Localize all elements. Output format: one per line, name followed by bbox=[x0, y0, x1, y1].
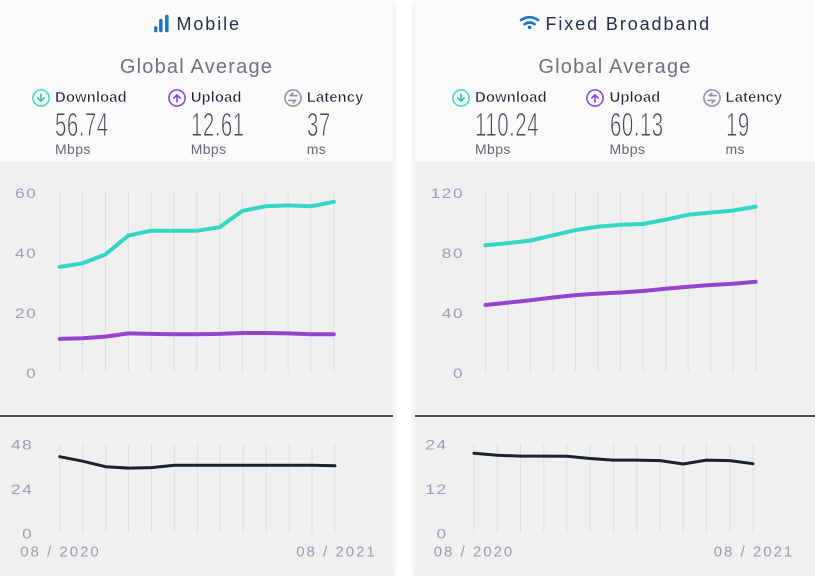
svg-text:08 / 2020: 08 / 2020 bbox=[434, 544, 515, 561]
svg-text:12: 12 bbox=[425, 483, 447, 498]
svg-text:20: 20 bbox=[15, 307, 37, 322]
svg-text:0: 0 bbox=[453, 367, 464, 382]
svg-text:0: 0 bbox=[22, 527, 33, 542]
svg-text:60: 60 bbox=[15, 187, 37, 202]
svg-text:24: 24 bbox=[11, 483, 33, 498]
svg-text:40: 40 bbox=[15, 247, 37, 262]
svg-text:0: 0 bbox=[436, 527, 447, 542]
svg-text:24: 24 bbox=[425, 438, 447, 453]
svg-text:08 / 2021: 08 / 2021 bbox=[714, 544, 795, 561]
svg-text:80: 80 bbox=[442, 247, 464, 262]
svg-text:08 / 2020: 08 / 2020 bbox=[20, 544, 101, 561]
svg-text:40: 40 bbox=[442, 307, 464, 322]
svg-text:48: 48 bbox=[11, 438, 33, 453]
svg-text:120: 120 bbox=[431, 187, 464, 202]
svg-text:08 / 2021: 08 / 2021 bbox=[296, 544, 377, 561]
svg-text:0: 0 bbox=[26, 367, 37, 382]
